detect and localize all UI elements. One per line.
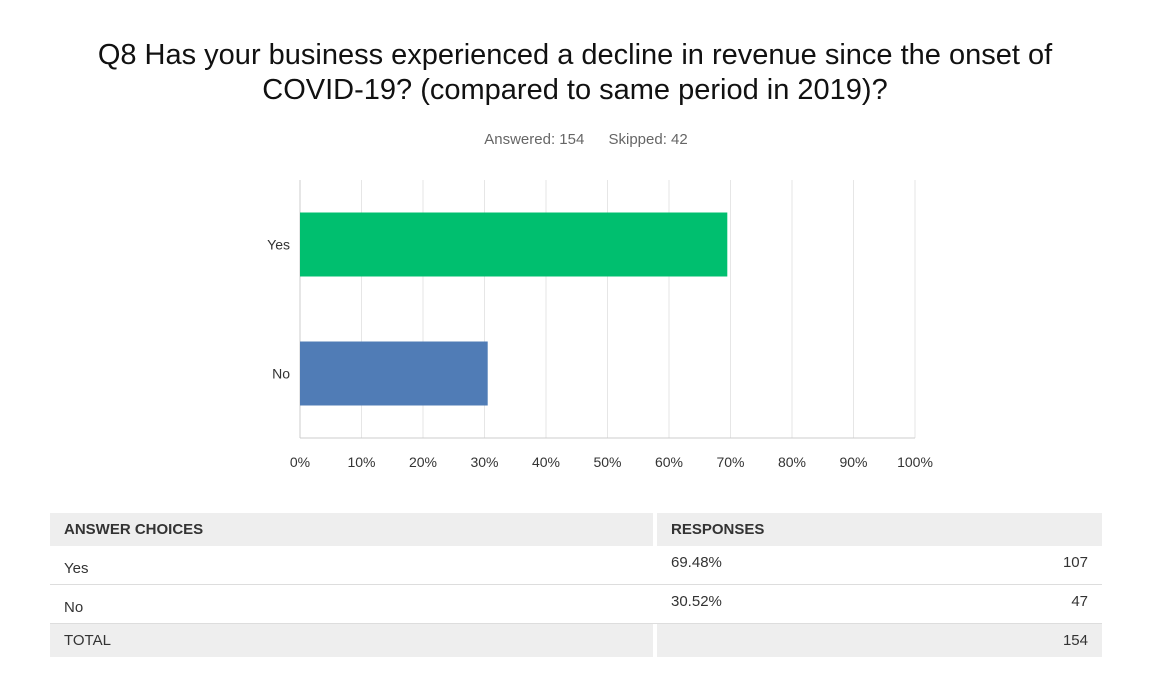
header-responses: RESPONSES [657, 513, 1102, 546]
table-row: Yes 69.48% 107 [50, 546, 1102, 585]
row-percent: 30.52% [671, 593, 722, 610]
x-tick-label: 80% [778, 454, 806, 470]
x-tick-label: 60% [655, 454, 683, 470]
results-table: ANSWER CHOICES RESPONSES Yes 69.48% 107 … [50, 513, 1102, 657]
answered-count: Answered: 154 [484, 131, 585, 148]
row-count: 107 [1062, 554, 1088, 571]
x-tick-label: 0% [290, 454, 310, 470]
x-tick-label: 50% [593, 454, 621, 470]
x-tick-label: 100% [897, 454, 933, 470]
x-tick-label: 90% [839, 454, 867, 470]
bar-no [300, 341, 488, 406]
row-count: 47 [1071, 593, 1088, 610]
header-answer-choices: ANSWER CHOICES [50, 513, 653, 546]
table-total-row: TOTAL 154 [50, 624, 1102, 657]
title-line-1: Q8 Has your business experienced a decli… [97, 39, 1053, 71]
category-label: No [272, 366, 290, 382]
table-row: No 30.52% 47 [50, 585, 1102, 624]
x-tick-label: 30% [470, 454, 498, 470]
total-count: 154 [1062, 632, 1088, 649]
row-label: No [64, 599, 84, 616]
x-tick-label: 20% [409, 454, 437, 470]
chart-title: Q8 Has your business experienced a decli… [0, 38, 1150, 108]
x-tick-label: 10% [347, 454, 375, 470]
title-line-2: COVID-19? (compared to same period in 20… [262, 74, 888, 106]
x-tick-label: 40% [532, 454, 560, 470]
bar-chart: 0% 10% 20% 30% 40% 50% 60% 70% 80% 90% 100% Yes No [267, 180, 933, 470]
table-header: ANSWER CHOICES RESPONSES [50, 513, 1102, 546]
response-stats: Answered: 154 Skipped: 42 [0, 131, 1150, 148]
row-percent: 69.48% [671, 554, 722, 571]
row-label: Yes [64, 560, 89, 577]
bar-yes [300, 212, 728, 277]
x-tick-label: 70% [716, 454, 744, 470]
total-label: TOTAL [50, 624, 653, 657]
category-label: Yes [267, 237, 290, 253]
skipped-count: Skipped: 42 [608, 131, 688, 148]
